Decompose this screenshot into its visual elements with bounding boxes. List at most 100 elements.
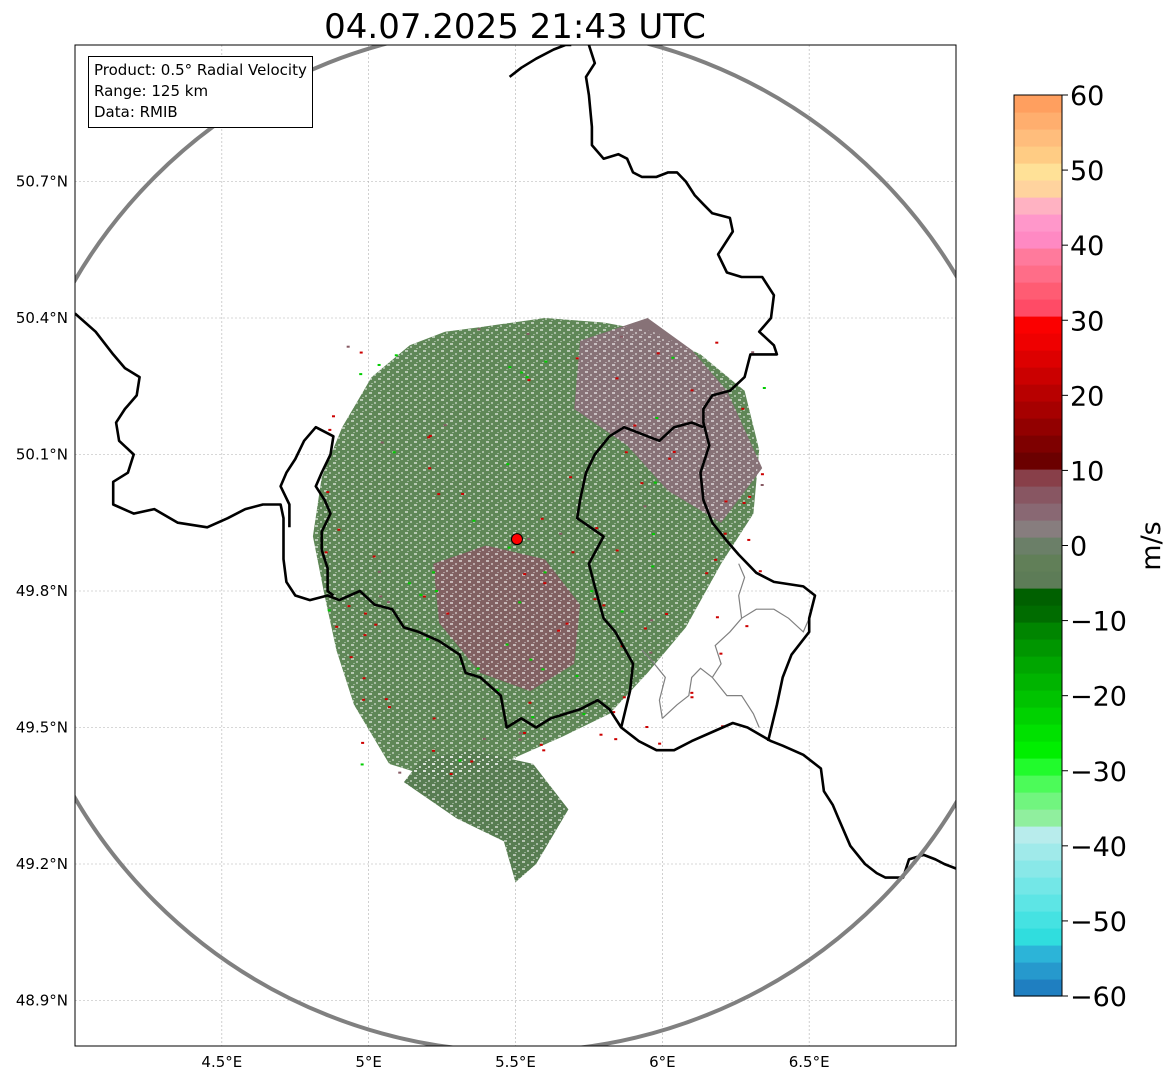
colorbar-band bbox=[1014, 690, 1062, 708]
colorbar-tick-label: 0 bbox=[1070, 532, 1087, 563]
country-border bbox=[575, 435, 635, 728]
echo-speckle bbox=[337, 528, 341, 531]
echo-speckle bbox=[347, 605, 351, 608]
echo-speckle bbox=[590, 590, 594, 593]
colorbar-band bbox=[1014, 775, 1062, 793]
echo-speckle bbox=[335, 625, 339, 628]
echo-speckle bbox=[655, 416, 659, 419]
velocity-colorbar: 60 50 40 30 20 10 0 −10 −20 −30 −40 −50 −60 m/s bbox=[1013, 81, 1167, 1013]
colorbar-band bbox=[1014, 282, 1062, 300]
echo-speckle bbox=[428, 467, 432, 470]
colorbar-band bbox=[1014, 384, 1062, 402]
echo-speckle bbox=[690, 691, 694, 694]
echo-speckle bbox=[658, 742, 662, 745]
longitude-tick-labels: 4.5°E 5°E 5.5°E 6°E 6.5°E bbox=[201, 1053, 829, 1071]
echo-speckle bbox=[523, 731, 527, 734]
colorbar-band bbox=[1014, 435, 1062, 453]
colorbar-band bbox=[1014, 843, 1062, 861]
echo-speckle bbox=[523, 573, 527, 576]
colorbar-band bbox=[1014, 95, 1062, 113]
colorbar-band bbox=[1014, 928, 1062, 946]
echo-speckle bbox=[407, 582, 411, 585]
echo-speckle bbox=[542, 749, 546, 752]
echo-speckle bbox=[557, 629, 561, 632]
echo-speckle bbox=[760, 473, 764, 476]
echo-speckle bbox=[482, 737, 486, 740]
radar-echo-layer bbox=[312, 318, 766, 883]
echo-speckle bbox=[362, 677, 366, 680]
echo-speckle bbox=[723, 532, 727, 535]
colorbar-band bbox=[1014, 758, 1062, 776]
country-border bbox=[584, 45, 817, 742]
echo-speckle bbox=[724, 500, 728, 503]
colorbar-tick-label: −40 bbox=[1070, 832, 1127, 863]
colorbar-band bbox=[1014, 707, 1062, 725]
lat-tick-label: 50.7°N bbox=[16, 173, 68, 191]
colorbar-band bbox=[1014, 248, 1062, 266]
subregion-border bbox=[711, 608, 810, 678]
colorbar-ticks: 60 50 40 30 20 10 0 −10 −20 −30 −40 −50 −60 bbox=[1062, 81, 1127, 1013]
echo-speckle bbox=[599, 733, 603, 736]
echo-speckle bbox=[758, 570, 762, 573]
echo-speckle bbox=[518, 601, 522, 604]
echo-speckle bbox=[446, 612, 450, 615]
echo-speckle bbox=[437, 493, 441, 496]
colorbar-band bbox=[1014, 622, 1062, 640]
subregion-border bbox=[661, 667, 760, 728]
echo-speckle bbox=[518, 732, 522, 735]
echo-speckle bbox=[379, 595, 383, 598]
echo-speckle bbox=[741, 407, 745, 410]
echo-speckle bbox=[715, 341, 719, 344]
echo-speckle bbox=[620, 610, 624, 613]
echo-speckle bbox=[518, 738, 522, 741]
echo-speckle bbox=[377, 363, 381, 366]
echo-speckle bbox=[541, 668, 545, 671]
echo-speckle bbox=[449, 772, 453, 775]
echo-speckle bbox=[640, 482, 644, 485]
product-text: Product: 0.5° Radial Velocity bbox=[94, 61, 307, 79]
echo-speckle bbox=[672, 450, 676, 453]
colorbar-band bbox=[1014, 945, 1062, 963]
echo-speckle bbox=[665, 612, 669, 615]
echo-speckle bbox=[443, 424, 447, 427]
lat-tick-label: 49.2°N bbox=[16, 855, 68, 873]
country-border bbox=[508, 45, 572, 78]
echo-speckle bbox=[432, 717, 436, 720]
colorbar-band bbox=[1014, 197, 1062, 215]
echo-speckle bbox=[645, 726, 649, 729]
echo-speckle bbox=[760, 484, 764, 487]
echo-speckle bbox=[428, 434, 432, 437]
colorbar-band bbox=[1014, 554, 1062, 572]
colorbar-band bbox=[1014, 877, 1062, 895]
echo-speckle bbox=[671, 356, 675, 359]
echo-speckle bbox=[705, 572, 709, 575]
echo-speckle bbox=[719, 652, 723, 655]
range-text: Range: 125 km bbox=[94, 82, 209, 100]
echo-speckle bbox=[426, 638, 430, 641]
colorbar-band bbox=[1014, 146, 1062, 164]
lat-tick-label: 50.4°N bbox=[16, 309, 68, 327]
echo-speckle bbox=[477, 328, 481, 331]
echo-speckle bbox=[361, 741, 365, 744]
echo-speckle bbox=[432, 571, 436, 574]
echo-speckle bbox=[360, 763, 364, 766]
echo-speckle bbox=[529, 658, 533, 661]
lon-tick-label: 6°E bbox=[649, 1053, 676, 1071]
colorbar-band bbox=[1014, 214, 1062, 232]
colorbar-band bbox=[1014, 503, 1062, 521]
subregion-borders bbox=[641, 563, 810, 728]
subregion-border bbox=[641, 649, 666, 719]
lon-tick-label: 5°E bbox=[355, 1053, 382, 1071]
colorbar-band bbox=[1014, 571, 1062, 589]
colorbar-band bbox=[1014, 299, 1062, 317]
colorbar-tick-label: 40 bbox=[1070, 231, 1104, 262]
echo-speckle bbox=[507, 546, 511, 549]
colorbar-band bbox=[1014, 588, 1062, 606]
colorbar-band bbox=[1014, 979, 1062, 997]
echo-speckle bbox=[377, 570, 381, 573]
echo-speckle bbox=[398, 771, 402, 774]
colorbar-tick-label: −60 bbox=[1070, 982, 1127, 1013]
echo-speckle bbox=[571, 551, 575, 554]
echo-speckle bbox=[506, 463, 510, 466]
